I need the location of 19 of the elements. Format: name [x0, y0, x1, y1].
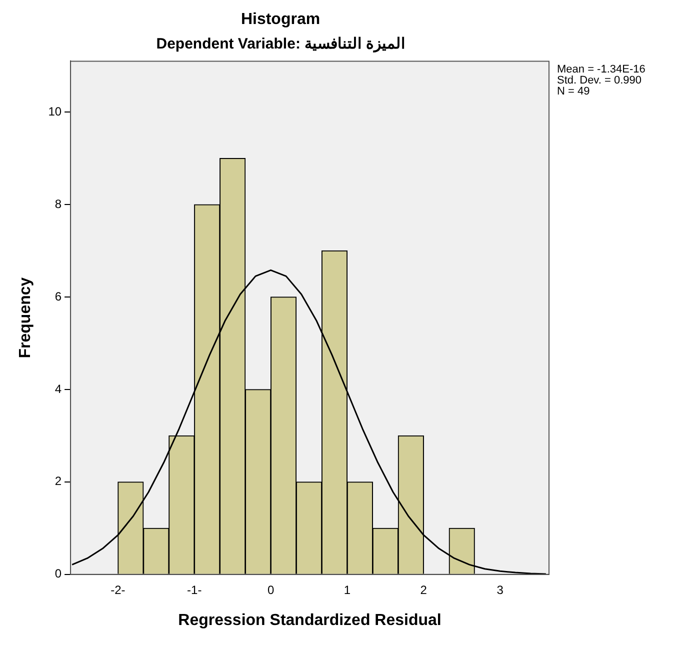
y-tick-label: 10 [48, 104, 62, 118]
y-tick-label: 6 [54, 289, 62, 304]
chart-subtitle: Dependent Variable: الميزة التنافسية [156, 35, 405, 52]
x-axis-title: Regression Standardized Residual [178, 612, 442, 629]
y-tick-label: 8 [54, 196, 62, 211]
y-tick-label: 0 [54, 566, 62, 581]
x-tick-label: 2 [420, 582, 428, 597]
chart-title: Histogram [240, 11, 320, 28]
y-axis-title: Frequency [17, 277, 34, 358]
text: N = 49 [557, 86, 590, 98]
y-tick-label: 2 [54, 474, 62, 488]
x-tick-label: -1- [187, 582, 202, 597]
text: Mean = -1.34E-16 [557, 64, 646, 76]
text: Std. Dev. = 0.990 [557, 74, 642, 87]
x-tick-label: 0 [267, 582, 274, 597]
x-tick-label: 1 [344, 582, 351, 597]
x-tick-label: -2- [110, 582, 126, 597]
x-tick-label: 3 [496, 582, 504, 597]
y-tick-label: 4 [54, 382, 62, 396]
